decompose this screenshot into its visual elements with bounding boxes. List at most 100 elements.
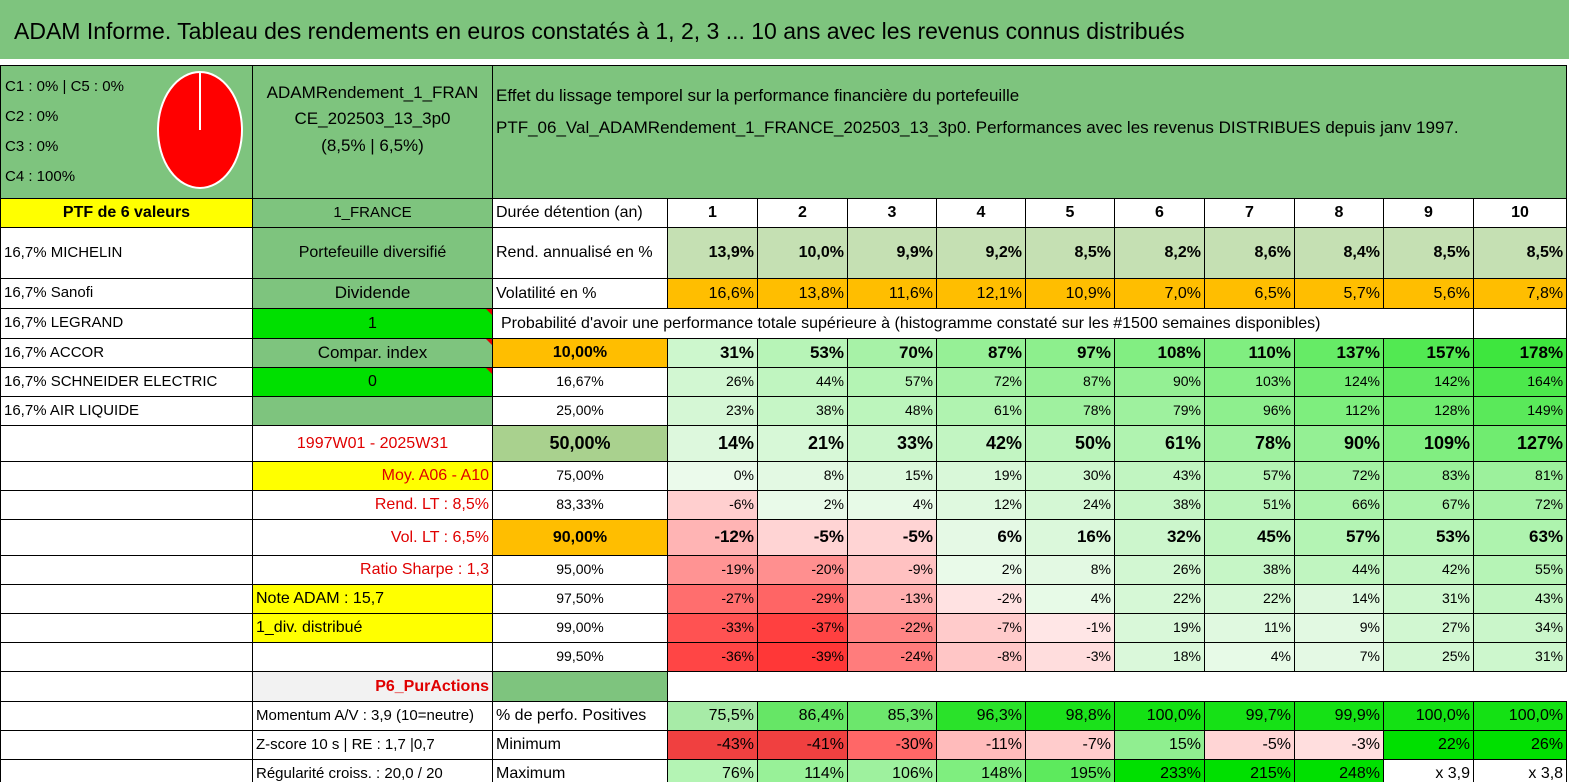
probability-value: 61% bbox=[936, 396, 1026, 426]
positive-value-3: 85,3% bbox=[847, 701, 937, 731]
maximum-label: Maximum bbox=[492, 759, 668, 782]
probability-value: 63% bbox=[1472, 519, 1568, 556]
dividend-label: Dividende bbox=[252, 278, 493, 309]
year-header-8: 8 bbox=[1294, 198, 1384, 228]
rend-value-7: 8,6% bbox=[1204, 227, 1295, 279]
probability-value: -9% bbox=[847, 555, 937, 585]
year-header-2: 2 bbox=[757, 198, 848, 228]
probability-level-9: 97,50% bbox=[492, 584, 668, 614]
probability-value: 38% bbox=[1114, 490, 1205, 520]
minimum-value-10: 26% bbox=[1472, 730, 1568, 760]
probability-value: 128% bbox=[1383, 396, 1474, 426]
probability-value: 53% bbox=[757, 338, 848, 368]
duration-label: Durée détention (an) bbox=[492, 198, 668, 228]
minimum-value-3: -30% bbox=[847, 730, 937, 760]
dividend-value: 1 bbox=[252, 308, 493, 339]
performance-table: C1 : 0% | C5 : 0% C2 : 0% C3 : 0% C4 : 1… bbox=[0, 65, 1568, 782]
vol-value-2: 13,8% bbox=[757, 278, 848, 309]
positive-value-4: 96,3% bbox=[936, 701, 1026, 731]
holding-4: 16,7% ACCOR bbox=[0, 338, 253, 368]
probability-value: 19% bbox=[1114, 613, 1205, 643]
legend-line-1: C1 : 0% | C5 : 0% bbox=[5, 78, 124, 95]
minimum-value-6: 15% bbox=[1114, 730, 1205, 760]
probability-level-10: 99,00% bbox=[492, 613, 668, 643]
portfolio-name-line-1: ADAMRendement_1_FRAN bbox=[266, 83, 479, 102]
probability-value: 22% bbox=[1204, 584, 1295, 614]
empty-cell bbox=[0, 490, 253, 520]
maximum-value-9: x 3,9 bbox=[1383, 759, 1474, 782]
probability-value: 110% bbox=[1204, 338, 1295, 368]
probability-value: -20% bbox=[757, 555, 848, 585]
vol-value-10: 7,8% bbox=[1472, 278, 1568, 309]
probability-value: 97% bbox=[1025, 338, 1115, 368]
minimum-value-2: -41% bbox=[757, 730, 848, 760]
probability-value: 4% bbox=[847, 490, 937, 520]
rend-value-4: 9,2% bbox=[936, 227, 1026, 279]
minimum-value-4: -11% bbox=[936, 730, 1026, 760]
moy-label: Moy. A06 - A10 bbox=[252, 461, 493, 491]
probability-value: 34% bbox=[1472, 613, 1568, 643]
probability-value: 57% bbox=[1204, 461, 1295, 491]
probability-value: -19% bbox=[667, 555, 758, 585]
probability-value: 55% bbox=[1472, 555, 1568, 585]
vol-value-8: 5,7% bbox=[1294, 278, 1384, 309]
probability-value: 0% bbox=[667, 461, 758, 491]
vol-label: Volatilité en % bbox=[492, 278, 668, 309]
probability-value: 83% bbox=[1383, 461, 1474, 491]
allocation-pie-chart bbox=[157, 71, 243, 189]
minimum-value-7: -5% bbox=[1204, 730, 1295, 760]
probability-value: 90% bbox=[1114, 367, 1205, 397]
portfolio-name-cell: ADAMRendement_1_FRAN CE_202503_13_3p0 (8… bbox=[252, 65, 493, 199]
probability-value: 53% bbox=[1383, 519, 1474, 556]
probability-value: 38% bbox=[1204, 555, 1295, 585]
year-header-3: 3 bbox=[847, 198, 937, 228]
positive-value-6: 100,0% bbox=[1114, 701, 1205, 731]
probability-value: 127% bbox=[1472, 425, 1568, 462]
probability-value: -36% bbox=[667, 642, 758, 672]
probability-value: 27% bbox=[1383, 613, 1474, 643]
probability-value: 8% bbox=[757, 461, 848, 491]
probability-level-2: 16,67% bbox=[492, 367, 668, 397]
probability-value: 4% bbox=[1025, 584, 1115, 614]
probability-value: 43% bbox=[1114, 461, 1205, 491]
probability-value: 149% bbox=[1472, 396, 1568, 426]
positive-value-10: 100,0% bbox=[1472, 701, 1568, 731]
probability-value: 14% bbox=[1294, 584, 1384, 614]
rend-value-8: 8,4% bbox=[1294, 227, 1384, 279]
empty-cell bbox=[0, 555, 253, 585]
probability-value: -24% bbox=[847, 642, 937, 672]
probability-value: 31% bbox=[1383, 584, 1474, 614]
legend-line-2: C2 : 0% bbox=[5, 108, 59, 125]
probability-value: 6% bbox=[936, 519, 1026, 556]
positive-value-1: 75,5% bbox=[667, 701, 758, 731]
description-line-2: PTF_06_Val_ADAMRendement_1_FRANCE_202503… bbox=[496, 118, 1459, 138]
rend-value-6: 8,2% bbox=[1114, 227, 1205, 279]
probability-value: 44% bbox=[1294, 555, 1384, 585]
probability-value: 43% bbox=[1472, 584, 1568, 614]
probability-value: 178% bbox=[1472, 338, 1568, 368]
rend-value-9: 8,5% bbox=[1383, 227, 1474, 279]
holding-6: 16,7% AIR LIQUIDE bbox=[0, 396, 253, 426]
probability-value: -39% bbox=[757, 642, 848, 672]
holding-3: 16,7% LEGRAND bbox=[0, 308, 253, 339]
regularite-label: Régularité croiss. : 20,0 / 20 bbox=[252, 759, 493, 782]
probability-value: 26% bbox=[667, 367, 758, 397]
holding-1: 16,7% MICHELIN bbox=[0, 227, 253, 279]
probability-value: 79% bbox=[1114, 396, 1205, 426]
probability-value: 61% bbox=[1114, 425, 1205, 462]
probability-value: 18% bbox=[1114, 642, 1205, 672]
probability-value: 23% bbox=[667, 396, 758, 426]
year-header-9: 9 bbox=[1383, 198, 1474, 228]
probability-value: 164% bbox=[1472, 367, 1568, 397]
year-header-6: 6 bbox=[1114, 198, 1205, 228]
probability-value: 108% bbox=[1114, 338, 1205, 368]
probability-value: 31% bbox=[667, 338, 758, 368]
probability-value: 9% bbox=[1294, 613, 1384, 643]
description-cell: Effet du lissage temporel sur la perform… bbox=[491, 65, 1568, 199]
probability-level-5: 75,00% bbox=[492, 461, 668, 491]
probability-value: 33% bbox=[847, 425, 937, 462]
minimum-value-1: -43% bbox=[667, 730, 758, 760]
probability-value: 21% bbox=[757, 425, 848, 462]
empty-cell bbox=[0, 425, 253, 462]
maximum-value-1: 76% bbox=[667, 759, 758, 782]
